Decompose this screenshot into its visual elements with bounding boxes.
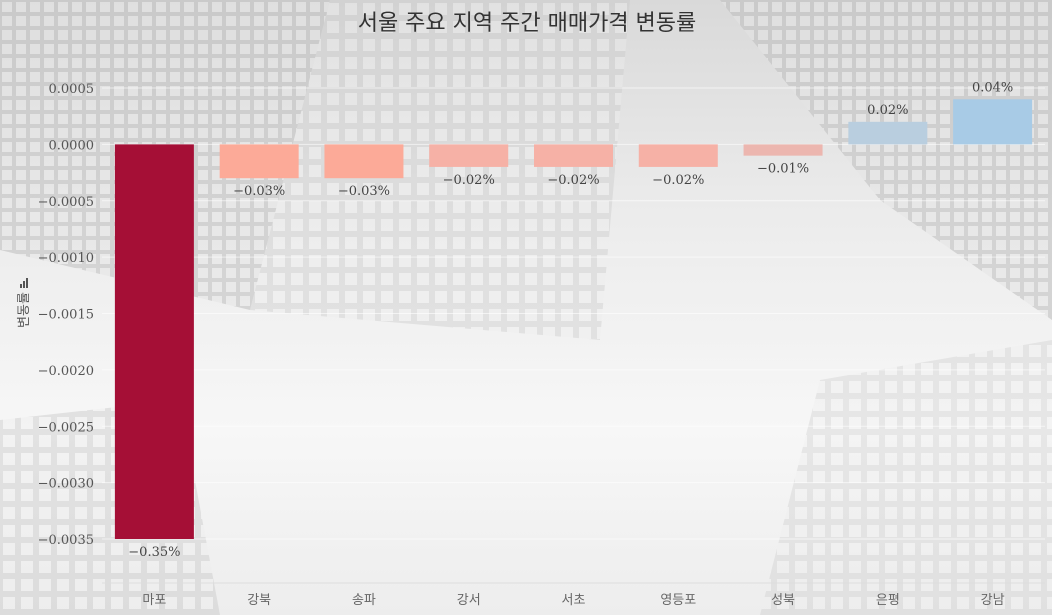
chart-title: 서울 주요 지역 주간 매매가격 변동률: [358, 11, 697, 36]
data-label: −0.03%: [338, 184, 390, 199]
y-tick-label: −0.0025: [38, 420, 94, 435]
y-tick-label: −0.0005: [38, 195, 94, 210]
x-tick-label: 송파: [352, 593, 376, 608]
x-tick-label: 영등포: [660, 593, 696, 608]
data-label: −0.02%: [547, 173, 599, 188]
x-tick-label: 강서: [457, 593, 481, 608]
x-tick-label: 강남: [981, 593, 1005, 608]
data-label: −0.02%: [443, 173, 495, 188]
y-tick-label: 0.0000: [49, 138, 95, 153]
bar: [114, 144, 194, 539]
y-axis-label-group: 변동률: [17, 292, 32, 328]
y-axis-ticks: 0.0005 0.0000 −0.0005 −0.0010 −0.0015 −0.0020…: [38, 82, 94, 548]
bar-chart-icon: [20, 278, 28, 288]
x-tick-label: 성북: [771, 593, 795, 608]
bar: [743, 144, 823, 156]
bar: [848, 121, 928, 145]
x-tick-label: 은평: [876, 593, 900, 608]
bar: [953, 99, 1033, 145]
data-label: −0.35%: [128, 545, 180, 560]
data-label: 0.02%: [867, 103, 908, 118]
x-axis-ticks: 마포 강북 송파 강서 서초 영등포 성북 은평 강남: [142, 593, 1004, 608]
y-tick-label: −0.0015: [38, 308, 94, 323]
y-tick-label: −0.0020: [38, 364, 94, 379]
x-tick-label: 서초: [562, 593, 586, 608]
x-tick-label: 마포: [142, 593, 166, 608]
y-tick-label: −0.0030: [38, 477, 94, 492]
data-label: 0.04%: [972, 80, 1013, 95]
bar: [534, 144, 613, 167]
bar: [219, 144, 299, 179]
data-label: −0.01%: [757, 162, 809, 177]
y-tick-label: −0.0035: [38, 533, 94, 548]
y-tick-label: 0.0005: [49, 82, 95, 97]
bar: [429, 144, 509, 167]
data-label: −0.02%: [652, 173, 704, 188]
y-tick-label: −0.0010: [38, 251, 94, 266]
data-labels: −0.35% −0.03% −0.03% −0.02% −0.02% −0.02% −0.0…: [128, 80, 1013, 560]
bars: [114, 99, 1033, 539]
data-label: −0.03%: [233, 184, 285, 199]
x-tick-label: 강북: [247, 593, 271, 608]
bar: [638, 144, 718, 167]
bar: [324, 144, 404, 179]
y-axis-label: 변동률: [17, 292, 32, 328]
